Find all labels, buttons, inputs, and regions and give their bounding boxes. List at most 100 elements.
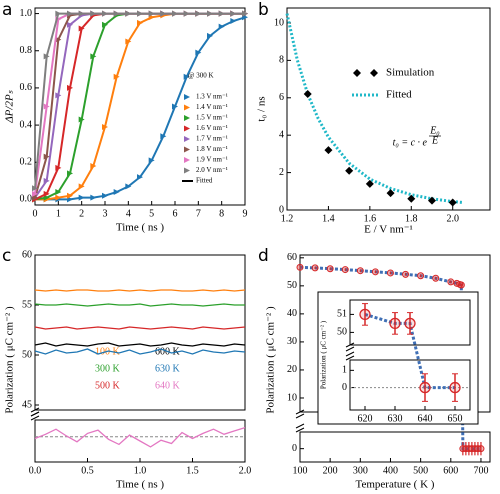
marker (90, 162, 97, 169)
y-tick-label: 45 (22, 399, 32, 410)
point (389, 317, 401, 330)
marker (32, 185, 38, 192)
point (457, 281, 465, 289)
panel-label: c (2, 246, 11, 266)
panel-label: a (2, 0, 12, 20)
x-tick-label: 5 (149, 208, 154, 219)
point (341, 266, 349, 274)
x-tick-label: 6 (173, 208, 178, 219)
x-tick-label: 7 (196, 208, 201, 219)
marker (90, 194, 97, 201)
y-tick-label: 10 (287, 392, 297, 403)
point (356, 267, 364, 275)
y-tick-label: 50 (22, 349, 32, 360)
marker (55, 194, 62, 201)
marker (90, 53, 97, 60)
marker (78, 116, 85, 123)
legend-marker (184, 157, 190, 163)
x-tick-label: 200 (323, 465, 338, 476)
legend-label: 500 K (95, 380, 121, 391)
legend-label: 1.4 V nm⁻¹ (196, 103, 228, 111)
legend-label: 300 K (95, 363, 121, 374)
y-tick-label: 6 (279, 92, 284, 103)
x-tick-label: 2.0 (239, 465, 252, 476)
x-axis-label: E / V nm⁻¹ (364, 224, 413, 236)
legend-marker (184, 125, 190, 132)
point (477, 445, 485, 453)
point (345, 166, 354, 175)
marker (55, 164, 62, 171)
point (311, 264, 319, 272)
y-tick-label: 10 (274, 17, 284, 28)
marker (43, 190, 50, 197)
x-tick-label: 100 (293, 465, 308, 476)
legend-label: 630 K (155, 363, 181, 374)
y-tick-label: 0 (342, 382, 347, 393)
point (448, 198, 457, 207)
marker (230, 18, 237, 25)
marker (160, 10, 167, 17)
marker (207, 32, 213, 39)
y-tick-label: 0.0 (20, 194, 33, 205)
y-tick-label: 51 (337, 309, 347, 320)
point (428, 196, 436, 205)
axis-break (295, 409, 305, 419)
marker (242, 10, 248, 17)
x-tick-label: 1.4 (322, 213, 335, 224)
x-axis-label: Time ( ns ) (116, 479, 165, 491)
marker (172, 103, 178, 110)
series-line (34, 289, 246, 292)
y-tick-label: 0.8 (20, 45, 33, 56)
x-tick-label: 1.8 (405, 213, 418, 224)
marker (78, 25, 85, 32)
marker (183, 73, 190, 80)
marker (125, 10, 132, 17)
x-tick-label: 3 (103, 208, 108, 219)
axes-frame (286, 7, 491, 211)
x-tick-label: 0.0 (29, 465, 42, 476)
equation-denominator: E (431, 135, 438, 146)
point (407, 194, 416, 203)
point (324, 146, 333, 155)
y-axis-label: ΔP/2Pₛ (4, 89, 16, 123)
x-tick-label: 600 (443, 465, 458, 476)
marker (67, 84, 73, 91)
equation: t₀ = c · e (393, 137, 428, 148)
x-tick-label: 650 (448, 413, 463, 424)
marker (102, 192, 108, 199)
y-axis-label: Polarization ( μC cm⁻² ) (320, 320, 328, 389)
marker (43, 153, 50, 160)
marker (125, 38, 132, 45)
x-tick-label: 4 (126, 208, 131, 219)
y-tick-label: 0.6 (20, 82, 33, 93)
y-tick-label: 60 (22, 249, 32, 260)
x-tick-label: 640 (418, 413, 433, 424)
marker (67, 170, 73, 177)
y-tick-label: 0 (279, 204, 284, 215)
y-tick-label: 60 (287, 252, 297, 263)
marker (90, 10, 97, 17)
x-axis-label: Time ( ns ) (116, 222, 165, 234)
legend-label: 1.5 V nm⁻¹ (196, 114, 228, 122)
marker (172, 10, 178, 17)
x-tick-label: 300 (353, 465, 368, 476)
y-tick-label: 2 (279, 167, 284, 178)
marker (113, 73, 120, 80)
marker (55, 92, 62, 99)
y-tick-label: 1.0 (20, 8, 33, 19)
marker (55, 188, 62, 195)
point (432, 274, 440, 282)
x-tick-label: 630 (388, 413, 403, 424)
point (296, 263, 304, 271)
marker (32, 190, 38, 197)
x-tick-label: 700 (473, 465, 488, 476)
axis-break (295, 423, 305, 433)
x-axis-label: Temperature ( K ) (356, 479, 435, 491)
legend-label: Simulation (386, 67, 435, 79)
legend-marker (184, 167, 190, 174)
x-tick-label: 9 (243, 208, 248, 219)
legend-marker (353, 69, 361, 77)
panel-label: d (258, 246, 269, 266)
series-line (34, 303, 245, 307)
